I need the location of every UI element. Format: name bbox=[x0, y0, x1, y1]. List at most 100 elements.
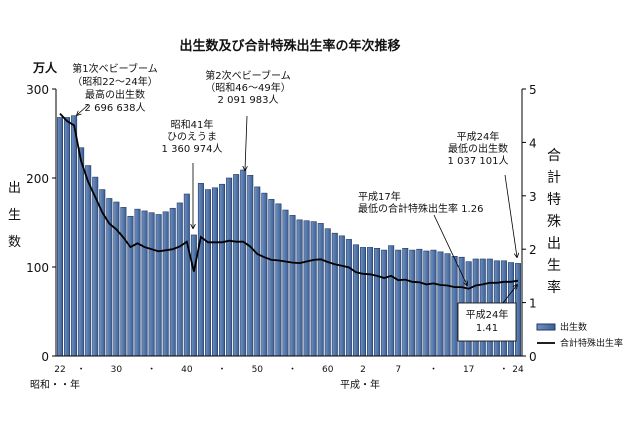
bar-1974 bbox=[247, 175, 254, 357]
annotation-second-boom: 第2次ベビーブーム bbox=[205, 69, 290, 82]
chart-title: 出生数及び合計特殊出生率の年次推移 bbox=[179, 38, 400, 54]
x-tick-label: 60 bbox=[322, 365, 334, 375]
legend-bar-label: 出生数 bbox=[560, 321, 587, 333]
annotation-second-boom: （昭和46～49年） bbox=[205, 81, 290, 94]
bar-1986 bbox=[331, 232, 338, 357]
bar-1956 bbox=[120, 207, 127, 357]
annotation-tfr-2012: 平成24年 bbox=[466, 308, 509, 321]
bar-1990 bbox=[359, 247, 366, 357]
bar-1981 bbox=[296, 219, 303, 357]
x-tick-label: ・ bbox=[147, 365, 156, 375]
annotation-first-boom: 第1次ベビーブーム bbox=[72, 62, 157, 75]
right-tick-label: 5 bbox=[529, 83, 537, 97]
bar-1995 bbox=[395, 249, 402, 357]
bar-1961 bbox=[155, 214, 162, 357]
legend-line-label: 合計特殊出生率 bbox=[560, 337, 623, 349]
left-axis-unit: 万人 bbox=[32, 60, 58, 75]
bar-2002 bbox=[444, 253, 451, 357]
bar-1988 bbox=[345, 239, 352, 357]
bar-1966 bbox=[190, 234, 197, 357]
bar-1967 bbox=[197, 183, 204, 357]
bar-1993 bbox=[381, 249, 388, 357]
x-era-label-heisei: 平成・年 bbox=[340, 378, 380, 391]
annotation-min-tfr: 最低の合計特殊出生率 1.26 bbox=[358, 202, 483, 215]
annotation-box bbox=[457, 302, 517, 342]
bar-1955 bbox=[113, 201, 120, 357]
right-tick-label: 4 bbox=[529, 136, 537, 150]
right-tick-label: 3 bbox=[529, 190, 537, 204]
bar-1978 bbox=[275, 203, 282, 357]
right-tick-label: 1 bbox=[529, 297, 537, 311]
bar-1969 bbox=[212, 187, 219, 357]
bar-1997 bbox=[409, 249, 416, 357]
annotation-arrow bbox=[77, 104, 89, 115]
bar-1973 bbox=[240, 169, 247, 357]
annotation-arrow bbox=[504, 174, 517, 257]
left-axis-label-char: 出 bbox=[8, 181, 21, 196]
left-tick-label: 0 bbox=[41, 350, 49, 364]
bar-2001 bbox=[437, 251, 444, 357]
bar-1960 bbox=[148, 212, 155, 357]
bar-1983 bbox=[310, 221, 317, 357]
bar-1992 bbox=[374, 248, 381, 357]
left-tick-label: 200 bbox=[26, 172, 49, 186]
bar-1975 bbox=[254, 186, 261, 357]
bar-1962 bbox=[162, 211, 169, 357]
right-axis-label-char: 殊 bbox=[547, 214, 561, 230]
bar-1963 bbox=[169, 207, 176, 357]
right-tick-label: 2 bbox=[529, 243, 537, 257]
annotation-arrow bbox=[245, 115, 247, 170]
bar-1951 bbox=[85, 165, 92, 357]
bar-1957 bbox=[127, 215, 134, 357]
annotation-arrow bbox=[433, 214, 467, 285]
fertility-rate-line bbox=[59, 112, 519, 290]
bar-2000 bbox=[430, 249, 437, 357]
x-tick-label: ・ bbox=[288, 365, 297, 375]
bar-1949 bbox=[71, 115, 78, 357]
x-tick-label: ・ bbox=[218, 365, 227, 375]
bar-1989 bbox=[352, 244, 359, 357]
bar-1971 bbox=[226, 177, 233, 357]
bar-1987 bbox=[338, 235, 345, 357]
x-tick-label: 2 bbox=[360, 365, 366, 375]
annotation-second-boom: 2 091 983人 bbox=[218, 94, 279, 106]
bar-1996 bbox=[402, 248, 409, 357]
bar-1991 bbox=[367, 247, 374, 357]
x-tick-label: 30 bbox=[111, 365, 123, 375]
annotation-min-births: 最低の出生数 bbox=[448, 142, 508, 155]
x-tick-label: 17 bbox=[463, 365, 474, 375]
right-axis-label-char: 出 bbox=[547, 236, 561, 252]
x-tick-label: 7 bbox=[395, 365, 401, 375]
annotation-min-births: 1 037 101人 bbox=[448, 155, 509, 167]
bar-1947 bbox=[56, 117, 63, 357]
bar-1958 bbox=[134, 208, 141, 357]
annotation-hinoeuma: ひのえうま bbox=[167, 131, 217, 143]
right-axis-label-char: 生 bbox=[547, 258, 561, 274]
x-tick-label: ・ bbox=[499, 365, 508, 375]
bar-1948 bbox=[64, 117, 71, 357]
right-axis-label-char: 特 bbox=[547, 192, 561, 208]
annotation-min-tfr: 平成17年 bbox=[358, 190, 401, 203]
annotation-first-boom: 最高の出生数 bbox=[85, 88, 145, 101]
bar-1977 bbox=[268, 199, 275, 357]
annotation-tfr-2012: 1.41 bbox=[476, 323, 498, 334]
right-axis-label-char: 計 bbox=[547, 170, 561, 186]
annotation-hinoeuma: 1 360 974人 bbox=[162, 143, 223, 155]
bar-1968 bbox=[204, 189, 211, 357]
bar-1999 bbox=[423, 250, 430, 357]
bar-1998 bbox=[416, 248, 423, 357]
x-tick-label: 40 bbox=[181, 365, 193, 375]
left-axis-label-char: 数 bbox=[8, 235, 21, 250]
bar-1980 bbox=[289, 215, 296, 357]
right-tick-label: 0 bbox=[529, 350, 537, 364]
annotation-hinoeuma: 昭和41年 bbox=[171, 118, 214, 131]
x-tick-label: 24 bbox=[512, 365, 524, 375]
legend-bar-swatch bbox=[536, 323, 556, 331]
bar-1984 bbox=[317, 223, 324, 357]
x-tick-label: ・ bbox=[77, 365, 86, 375]
bar-1952 bbox=[92, 176, 99, 357]
annotation-arrow bbox=[502, 285, 517, 304]
bar-2003 bbox=[451, 256, 458, 357]
bar-1972 bbox=[233, 174, 240, 357]
